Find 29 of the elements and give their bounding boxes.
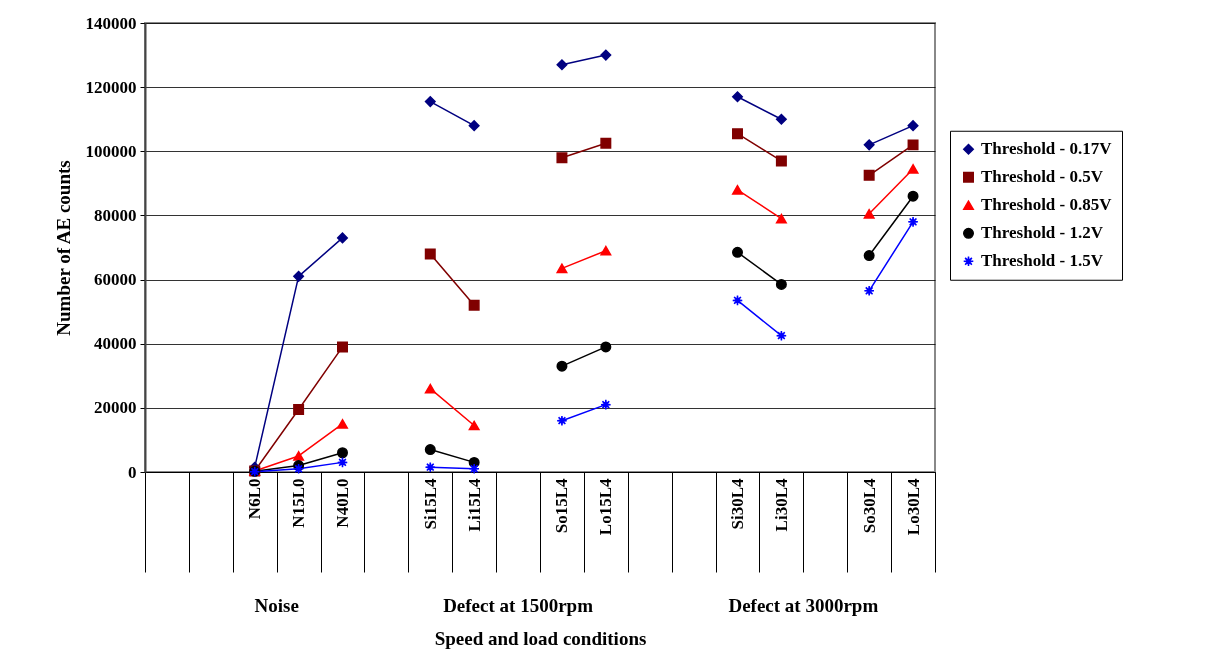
x-tick-label: So30L4	[859, 478, 879, 534]
x-tick-label: Si15L4	[420, 478, 440, 530]
x-tick-label: Lo30L4	[903, 478, 923, 536]
legend-label: Threshold - 0.85V	[981, 195, 1113, 215]
y-tick-label: 140000	[85, 13, 137, 33]
y-tick-label: 100000	[85, 141, 137, 161]
x-tick-label: N40L0	[333, 478, 352, 528]
x-tick-label: N15L0	[289, 478, 309, 528]
y-tick-label: 20000	[94, 398, 137, 418]
legend-label: Threshold - 1.2V	[981, 223, 1104, 243]
legend-label: Threshold - 0.17V	[981, 139, 1113, 159]
y-tick-label: 80000	[94, 205, 137, 225]
text: Defect at 1500rpm	[443, 595, 594, 616]
legend-label: Threshold - 0.5V	[981, 167, 1104, 187]
x-tick-label: Si30L4	[728, 478, 747, 530]
x-tick-label: Li30L4	[771, 478, 791, 532]
x-axis-title: Speed and load conditions	[434, 627, 647, 649]
y-tick-label: 0	[128, 462, 137, 482]
x-tick-label: So15L4	[552, 478, 572, 534]
x-tick-label: Lo15L4	[596, 478, 616, 536]
y-tick-label: 120000	[85, 77, 137, 97]
y-axis-title: Number of AE counts	[52, 160, 74, 336]
legend-label: Threshold - 1.5V	[981, 251, 1104, 271]
text: Noise	[254, 595, 299, 616]
x-tick-label: N6L0	[245, 478, 265, 520]
y-tick-label: 60000	[94, 270, 137, 290]
text: Defect at 3000rpm	[728, 595, 879, 616]
x-tick-label: Li15L4	[464, 478, 484, 532]
y-tick-label: 40000	[94, 334, 137, 354]
